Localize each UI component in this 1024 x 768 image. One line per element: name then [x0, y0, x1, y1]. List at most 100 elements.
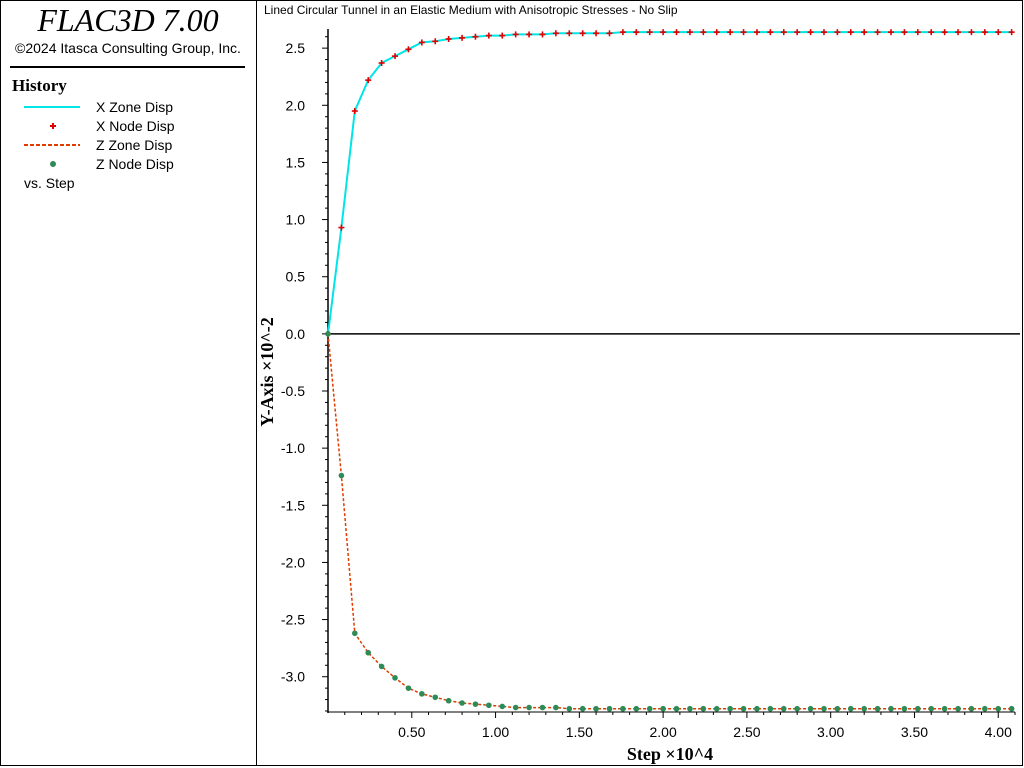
legend-item-x-zone-disp: X Zone Disp — [22, 98, 252, 116]
data-point-z-node-disp — [499, 703, 506, 710]
data-point-z-node-disp — [445, 697, 452, 704]
data-point-x-node-disp — [740, 29, 747, 36]
data-point-x-node-disp — [820, 29, 827, 36]
solid-line-icon — [24, 106, 80, 108]
data-point-x-node-disp — [968, 29, 975, 36]
y-tick-label: 2.0 — [286, 97, 306, 113]
data-point-z-node-disp — [378, 663, 385, 670]
data-point-x-node-disp — [928, 29, 935, 36]
data-point-x-node-disp — [485, 32, 492, 39]
plus-marker-icon — [50, 123, 56, 129]
data-point-x-node-disp — [874, 29, 881, 36]
data-point-z-node-disp — [486, 702, 492, 709]
data-point-x-node-disp — [646, 29, 653, 36]
data-point-z-node-disp — [874, 705, 881, 712]
data-point-z-node-disp — [821, 705, 827, 712]
data-point-z-node-disp — [941, 705, 948, 712]
data-point-z-node-disp — [620, 705, 626, 712]
legend-item-z-zone-disp: Z Zone Disp — [22, 136, 252, 154]
plot-panel — [256, 0, 1023, 766]
dashed-line-icon — [24, 144, 80, 146]
data-point-z-node-disp — [579, 705, 586, 712]
data-point-z-node-disp — [995, 705, 1002, 712]
data-point-z-node-disp — [526, 704, 532, 711]
data-point-z-node-disp — [365, 649, 372, 656]
data-point-z-node-disp — [405, 685, 412, 691]
data-point-z-node-disp — [352, 630, 358, 637]
y-tick-label: -0.5 — [281, 383, 305, 399]
data-point-x-node-disp — [888, 29, 895, 36]
data-point-z-node-disp — [767, 705, 774, 712]
legend-item-z-node-disp: Z Node Disp — [22, 155, 252, 173]
data-point-x-node-disp — [633, 29, 640, 36]
data-point-z-node-disp — [673, 705, 680, 712]
data-point-z-node-disp — [325, 331, 331, 337]
data-point-x-node-disp — [847, 29, 854, 36]
data-point-x-node-disp — [539, 31, 546, 38]
legend-label: X Zone Disp — [96, 99, 174, 115]
data-point-z-node-disp — [901, 705, 908, 712]
y-tick-label: -2.5 — [281, 612, 305, 628]
data-point-x-node-disp — [807, 29, 814, 36]
data-point-z-node-disp — [955, 705, 961, 712]
y-tick-label: 0.5 — [286, 269, 306, 285]
data-point-x-node-disp — [914, 29, 921, 36]
legend-divider — [10, 66, 245, 68]
y-tick-label: 1.0 — [286, 212, 306, 228]
data-point-x-node-disp — [472, 33, 479, 40]
data-point-z-node-disp — [847, 705, 854, 712]
data-point-x-node-disp — [512, 31, 519, 38]
data-point-z-node-disp — [687, 705, 693, 712]
legend-label: X Node Disp — [96, 118, 175, 134]
data-point-z-node-disp — [727, 705, 733, 712]
x-tick-label: 3.50 — [901, 724, 928, 740]
data-point-x-node-disp — [365, 77, 372, 84]
data-point-x-node-disp — [445, 36, 452, 42]
legend-label: Z Zone Disp — [96, 137, 173, 153]
data-point-z-node-disp — [539, 704, 546, 711]
data-point-x-node-disp — [593, 30, 600, 37]
data-point-x-node-disp — [660, 29, 667, 36]
x-axis-ticks: 0.50 1.00 1.50 2.00 2.50 3.00 3.50 4.00 — [344, 712, 1016, 740]
y-tick-label: -3.0 — [281, 669, 305, 685]
data-point-x-node-disp — [794, 29, 801, 36]
data-point-z-node-disp — [459, 700, 465, 706]
data-point-x-node-disp — [780, 29, 787, 36]
data-point-x-node-disp — [995, 29, 1002, 36]
y-tick-label: 0.0 — [286, 326, 306, 342]
data-point-z-node-disp — [700, 705, 707, 712]
chart-title: Lined Circular Tunnel in an Elastic Medi… — [264, 3, 678, 17]
data-point-z-node-disp — [472, 701, 479, 707]
data-point-z-node-disp — [512, 704, 519, 711]
data-point-z-node-disp — [968, 705, 975, 712]
x-tick-label: 2.50 — [733, 724, 760, 740]
data-point-x-node-disp — [552, 30, 559, 37]
data-point-x-node-disp — [418, 39, 425, 46]
copyright-text: ©2024 Itasca Consulting Group, Inc. — [15, 40, 241, 56]
data-point-x-node-disp — [526, 31, 533, 38]
y-tick-label: -1.0 — [281, 440, 305, 456]
data-point-x-node-disp — [981, 29, 988, 36]
y-tick-label: -2.0 — [281, 554, 305, 570]
series-line-z-zone-disp — [327, 333, 1012, 710]
y-tick-label: -1.5 — [281, 497, 305, 513]
data-point-z-node-disp — [794, 705, 800, 712]
data-point-z-node-disp — [660, 705, 666, 712]
data-point-z-node-disp — [606, 705, 613, 712]
data-point-x-node-disp — [767, 29, 774, 36]
data-point-z-node-disp — [780, 705, 787, 712]
data-point-x-node-disp — [351, 108, 358, 114]
x-tick-label: 0.50 — [398, 724, 425, 740]
data-point-x-node-disp — [338, 224, 345, 231]
data-point-z-node-disp — [566, 705, 573, 712]
data-point-z-node-disp — [1008, 705, 1015, 712]
data-point-z-node-disp — [888, 705, 894, 712]
data-point-x-node-disp — [459, 34, 466, 41]
data-point-z-node-disp — [419, 691, 425, 697]
data-point-x-node-disp — [861, 29, 868, 36]
x-tick-label: 4.00 — [985, 724, 1012, 740]
data-point-z-node-disp — [915, 705, 921, 712]
legend-label: Z Node Disp — [96, 156, 174, 172]
x-axis-label: Step ×10^4 — [627, 744, 713, 764]
data-point-x-node-disp — [713, 29, 720, 36]
